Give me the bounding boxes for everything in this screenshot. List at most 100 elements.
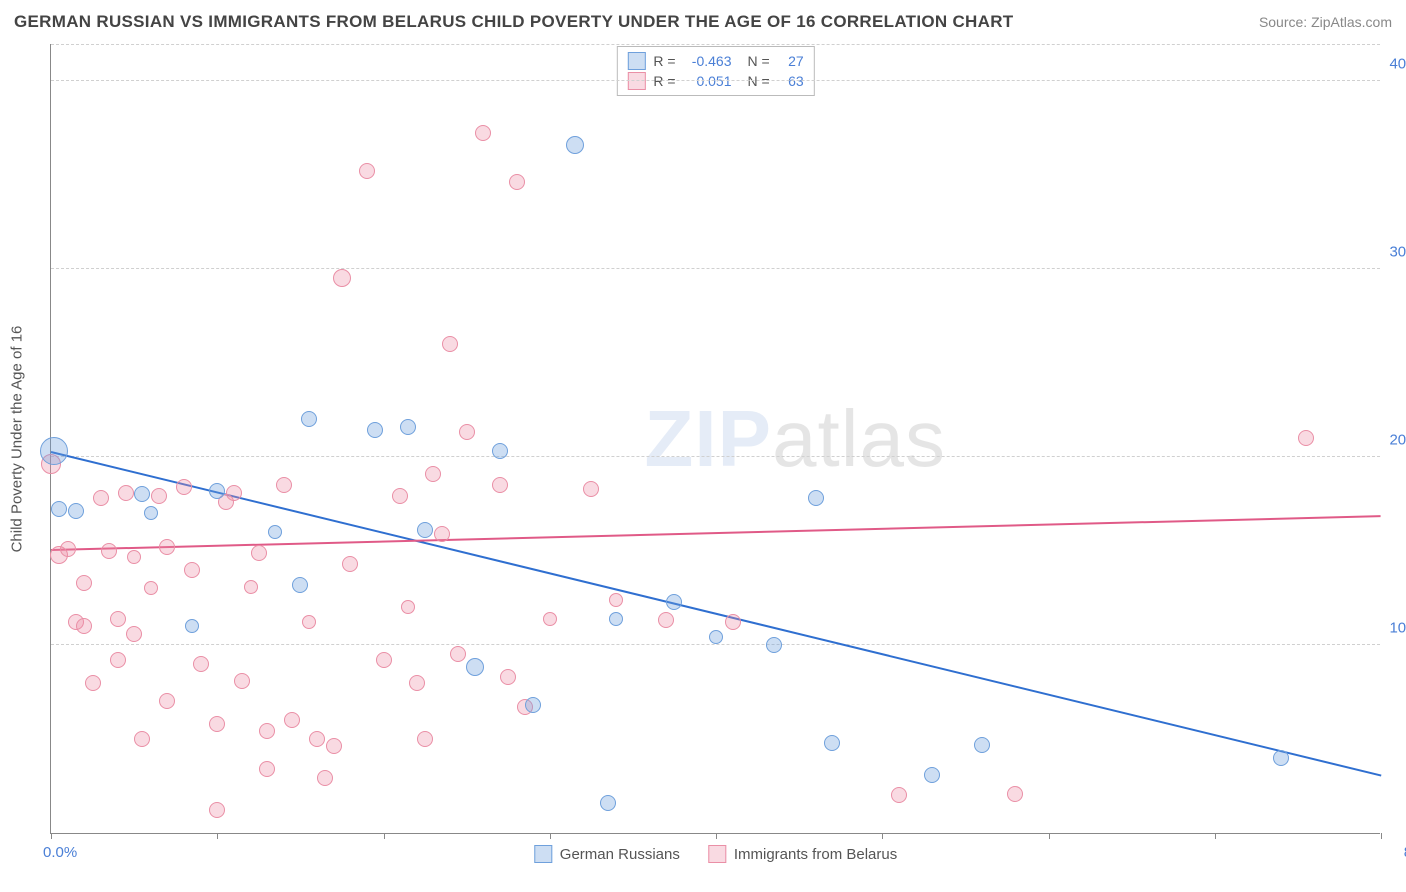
data-point	[509, 174, 525, 190]
data-point	[110, 611, 126, 627]
data-point	[891, 787, 907, 803]
data-point	[302, 615, 316, 629]
data-point	[301, 411, 317, 427]
data-point	[209, 483, 225, 499]
data-point	[492, 443, 508, 459]
swatch-icon	[627, 52, 645, 70]
data-point	[234, 673, 250, 689]
gridline	[51, 44, 1380, 45]
data-point	[475, 125, 491, 141]
bottom-legend: German Russians Immigrants from Belarus	[534, 845, 897, 863]
data-point	[525, 697, 541, 713]
data-point	[342, 556, 358, 572]
data-point	[609, 612, 623, 626]
data-point	[766, 637, 782, 653]
data-point	[459, 424, 475, 440]
data-point	[134, 731, 150, 747]
data-point	[1007, 786, 1023, 802]
data-point	[144, 581, 158, 595]
data-point	[118, 485, 134, 501]
data-point	[40, 437, 68, 465]
data-point	[434, 526, 450, 542]
x-tick	[51, 833, 52, 839]
data-point	[333, 269, 351, 287]
y-tick-label: 20.0%	[1384, 431, 1406, 448]
data-point	[600, 795, 616, 811]
data-point	[76, 618, 92, 634]
data-point	[924, 767, 940, 783]
data-point	[85, 675, 101, 691]
data-point	[359, 163, 375, 179]
data-point	[709, 630, 723, 644]
data-point	[450, 646, 466, 662]
data-point	[492, 477, 508, 493]
data-point	[583, 481, 599, 497]
data-point	[425, 466, 441, 482]
data-point	[209, 802, 225, 818]
data-point	[326, 738, 342, 754]
data-point	[159, 693, 175, 709]
data-point	[367, 422, 383, 438]
x-tick	[1215, 833, 1216, 839]
data-point	[824, 735, 840, 751]
correlation-stats-box: R = -0.463 N = 27 R = 0.051 N = 63	[616, 46, 814, 96]
stats-row-series-2: R = 0.051 N = 63	[627, 71, 803, 91]
data-point	[974, 737, 990, 753]
gridline	[51, 456, 1380, 457]
data-point	[309, 731, 325, 747]
data-point	[292, 577, 308, 593]
y-tick-label: 10.0%	[1384, 619, 1406, 636]
swatch-icon	[627, 72, 645, 90]
data-point	[1298, 430, 1314, 446]
data-point	[126, 626, 142, 642]
x-tick	[217, 833, 218, 839]
data-point	[317, 770, 333, 786]
data-point	[134, 486, 150, 502]
data-point	[68, 503, 84, 519]
data-point	[1273, 750, 1289, 766]
data-point	[60, 541, 76, 557]
data-point	[259, 761, 275, 777]
data-point	[466, 658, 484, 676]
data-point	[409, 675, 425, 691]
x-tick	[1381, 833, 1382, 839]
y-axis-title: Child Poverty Under the Age of 16	[9, 325, 26, 552]
data-point	[401, 600, 415, 614]
legend-item: Immigrants from Belarus	[708, 845, 897, 863]
data-point	[609, 593, 623, 607]
x-tick	[716, 833, 717, 839]
data-point	[268, 525, 282, 539]
x-tick	[1049, 833, 1050, 839]
data-point	[658, 612, 674, 628]
data-point	[101, 543, 117, 559]
gridline	[51, 80, 1380, 81]
data-point	[127, 550, 141, 564]
data-point	[76, 575, 92, 591]
data-point	[808, 490, 824, 506]
data-point	[184, 562, 200, 578]
data-point	[244, 580, 258, 594]
chart-title: GERMAN RUSSIAN VS IMMIGRANTS FROM BELARU…	[14, 12, 1013, 32]
x-tick	[550, 833, 551, 839]
data-point	[193, 656, 209, 672]
x-min-label: 0.0%	[43, 844, 77, 861]
data-point	[543, 612, 557, 626]
data-point	[500, 669, 516, 685]
data-point	[417, 522, 433, 538]
data-point	[417, 731, 433, 747]
data-point	[226, 485, 242, 501]
y-tick-label: 40.0%	[1384, 55, 1406, 72]
scatter-plot: Child Poverty Under the Age of 16 ZIPatl…	[50, 44, 1380, 834]
data-point	[442, 336, 458, 352]
data-point	[276, 477, 292, 493]
trend-line	[51, 451, 1381, 776]
y-tick-label: 30.0%	[1384, 243, 1406, 260]
trend-line	[51, 515, 1381, 551]
data-point	[144, 506, 158, 520]
data-point	[159, 539, 175, 555]
swatch-icon	[534, 845, 552, 863]
data-point	[376, 652, 392, 668]
title-bar: GERMAN RUSSIAN VS IMMIGRANTS FROM BELARU…	[14, 12, 1392, 32]
data-point	[251, 545, 267, 561]
data-point	[725, 614, 741, 630]
